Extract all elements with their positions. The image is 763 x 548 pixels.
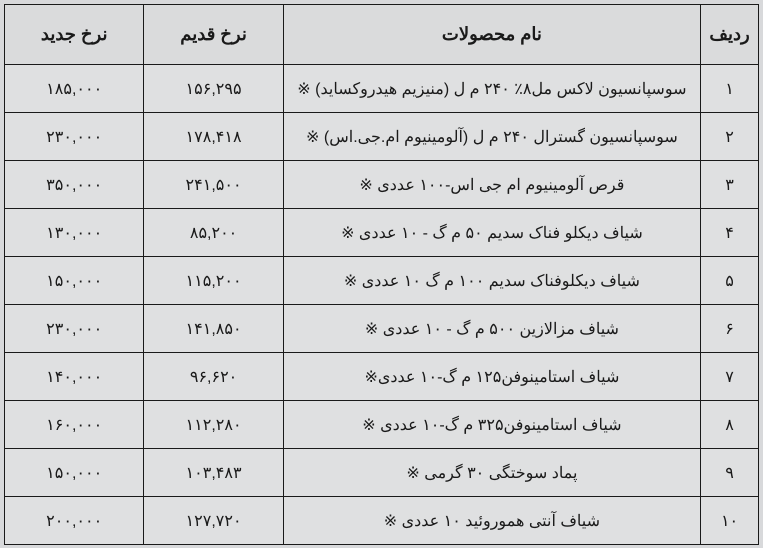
- cell-new-price: ۱۸۵,۰۰۰: [5, 65, 144, 113]
- table-row: ۸شیاف استامینوفن۳۲۵ م گ-۱۰ عددی ※۱۱۲,۲۸۰…: [5, 401, 759, 449]
- cell-new-price: ۱۵۰,۰۰۰: [5, 449, 144, 497]
- cell-new-price: ۱۵۰,۰۰۰: [5, 257, 144, 305]
- cell-row-number: ۸: [701, 401, 759, 449]
- cell-row-number: ۶: [701, 305, 759, 353]
- cell-new-price: ۲۰۰,۰۰۰: [5, 497, 144, 545]
- cell-product-name: شیاف استامینوفن۳۲۵ م گ-۱۰ عددی ※: [283, 401, 700, 449]
- cell-row-number: ۷: [701, 353, 759, 401]
- cell-row-number: ۳: [701, 161, 759, 209]
- table-header-row: ردیف نام محصولات نرخ قدیم نرخ جدید: [5, 5, 759, 65]
- cell-product-name: پماد سوختگی ۳۰ گرمی ※: [283, 449, 700, 497]
- cell-old-price: ۱۲۷,۷۲۰: [144, 497, 283, 545]
- cell-row-number: ۴: [701, 209, 759, 257]
- cell-product-name: سوسپانسیون گسترال ۲۴۰ م ل (آلومینیوم ام.…: [283, 113, 700, 161]
- cell-old-price: ۱۵۶,۲۹۵: [144, 65, 283, 113]
- cell-old-price: ۱۱۵,۲۰۰: [144, 257, 283, 305]
- cell-row-number: ۵: [701, 257, 759, 305]
- table-row: ۱سوسپانسیون لاکس مل۸٪ ۲۴۰ م ل (منیزیم هی…: [5, 65, 759, 113]
- cell-new-price: ۱۶۰,۰۰۰: [5, 401, 144, 449]
- cell-product-name: شیاف مزالازین ۵۰۰ م گ - ۱۰ عددی ※: [283, 305, 700, 353]
- cell-old-price: ۲۴۱,۵۰۰: [144, 161, 283, 209]
- cell-product-name: شیاف استامینوفن۱۲۵ م گ-۱۰ عددی※: [283, 353, 700, 401]
- table-row: ۴شیاف دیکلو فناک سدیم ۵۰ م گ - ۱۰ عددی ※…: [5, 209, 759, 257]
- table-row: ۹پماد سوختگی ۳۰ گرمی ※۱۰۳,۴۸۳۱۵۰,۰۰۰: [5, 449, 759, 497]
- col-header-new-price: نرخ جدید: [5, 5, 144, 65]
- cell-new-price: ۲۳۰,۰۰۰: [5, 113, 144, 161]
- table-row: ۲سوسپانسیون گسترال ۲۴۰ م ل (آلومینیوم ام…: [5, 113, 759, 161]
- table-row: ۷شیاف استامینوفن۱۲۵ م گ-۱۰ عددی※۹۶,۶۲۰۱۴…: [5, 353, 759, 401]
- cell-product-name: شیاف آنتی هموروئید ۱۰ عددی ※: [283, 497, 700, 545]
- cell-product-name: شیاف دیکلوفناک سدیم ۱۰۰ م گ ۱۰ عددی ※: [283, 257, 700, 305]
- cell-old-price: ۸۵,۲۰۰: [144, 209, 283, 257]
- cell-row-number: ۱۰: [701, 497, 759, 545]
- cell-new-price: ۱۴۰,۰۰۰: [5, 353, 144, 401]
- cell-new-price: ۱۳۰,۰۰۰: [5, 209, 144, 257]
- cell-product-name: قرص آلومینیوم ام جی اس-۱۰۰ عددی ※: [283, 161, 700, 209]
- table-row: ۱۰شیاف آنتی هموروئید ۱۰ عددی ※۱۲۷,۷۲۰۲۰۰…: [5, 497, 759, 545]
- col-header-row: ردیف: [701, 5, 759, 65]
- cell-old-price: ۱۰۳,۴۸۳: [144, 449, 283, 497]
- cell-product-name: شیاف دیکلو فناک سدیم ۵۰ م گ - ۱۰ عددی ※: [283, 209, 700, 257]
- cell-row-number: ۲: [701, 113, 759, 161]
- col-header-old-price: نرخ قدیم: [144, 5, 283, 65]
- cell-old-price: ۹۶,۶۲۰: [144, 353, 283, 401]
- col-header-name: نام محصولات: [283, 5, 700, 65]
- cell-product-name: سوسپانسیون لاکس مل۸٪ ۲۴۰ م ل (منیزیم هید…: [283, 65, 700, 113]
- cell-row-number: ۱: [701, 65, 759, 113]
- cell-new-price: ۲۳۰,۰۰۰: [5, 305, 144, 353]
- cell-old-price: ۱۷۸,۴۱۸: [144, 113, 283, 161]
- cell-row-number: ۹: [701, 449, 759, 497]
- table-row: ۶شیاف مزالازین ۵۰۰ م گ - ۱۰ عددی ※۱۴۱,۸۵…: [5, 305, 759, 353]
- table-row: ۵شیاف دیکلوفناک سدیم ۱۰۰ م گ ۱۰ عددی ※۱۱…: [5, 257, 759, 305]
- table-row: ۳قرص آلومینیوم ام جی اس-۱۰۰ عددی ※۲۴۱,۵۰…: [5, 161, 759, 209]
- price-table: ردیف نام محصولات نرخ قدیم نرخ جدید ۱سوسپ…: [4, 4, 759, 545]
- cell-old-price: ۱۴۱,۸۵۰: [144, 305, 283, 353]
- cell-new-price: ۳۵۰,۰۰۰: [5, 161, 144, 209]
- cell-old-price: ۱۱۲,۲۸۰: [144, 401, 283, 449]
